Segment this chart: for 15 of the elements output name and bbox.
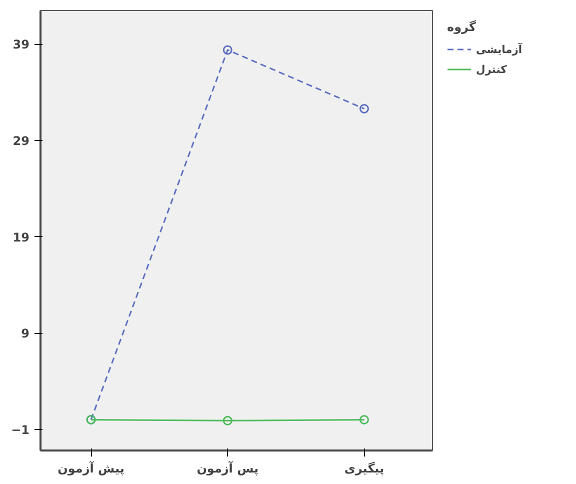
y-tick-label: 9 — [21, 326, 30, 341]
legend-title: گروه — [447, 20, 477, 34]
y-tick-label: 29 — [12, 134, 30, 148]
y-tick-label: −1 — [11, 422, 30, 437]
point — [222, 45, 232, 55]
y-tick-label: 39 — [12, 38, 30, 52]
point — [359, 414, 369, 424]
x-tick-label: پیگیری — [344, 462, 384, 476]
legend-label: کنترل — [476, 62, 507, 76]
legend-label: آزمایشی — [476, 42, 522, 56]
x-tick-label: پیش آزمون — [58, 460, 124, 476]
y-tick-label: 19 — [12, 230, 30, 244]
point — [222, 416, 232, 426]
x-tick-label: پس آزمون — [196, 460, 259, 476]
point — [359, 104, 369, 114]
